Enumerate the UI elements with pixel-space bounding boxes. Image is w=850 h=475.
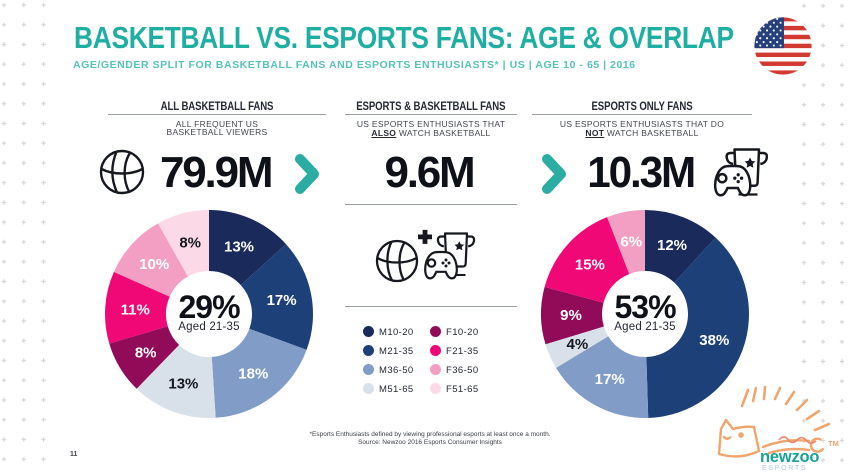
svg-text:12%: 12%: [657, 237, 687, 254]
svg-text:ESPORTS: ESPORTS: [762, 465, 807, 472]
svg-text:13%: 13%: [224, 238, 254, 255]
svg-text:M51-65: M51-65: [379, 384, 414, 395]
svg-text:F36-50: F36-50: [446, 365, 479, 376]
svg-text:11%: 11%: [121, 301, 150, 318]
svg-text:M36-50: M36-50: [379, 365, 414, 376]
svg-text:4%: 4%: [567, 336, 589, 353]
svg-text:6%: 6%: [620, 233, 642, 250]
svg-text:M10-20: M10-20: [379, 327, 414, 338]
svg-text:38%: 38%: [699, 332, 729, 349]
svg-text:17%: 17%: [267, 292, 297, 309]
svg-text:9%: 9%: [560, 307, 582, 324]
svg-text:13%: 13%: [168, 375, 198, 392]
svg-text:17%: 17%: [595, 371, 625, 388]
svg-text:8%: 8%: [135, 344, 157, 361]
svg-text:15%: 15%: [575, 257, 605, 274]
svg-text:F21-35: F21-35: [446, 346, 479, 357]
svg-text:F51-65: F51-65: [446, 384, 479, 395]
svg-text:10%: 10%: [139, 256, 169, 273]
svg-text:F10-20: F10-20: [446, 327, 479, 338]
svg-text:8%: 8%: [179, 234, 201, 251]
svg-text:newzoo: newzoo: [760, 448, 819, 466]
svg-text:TM: TM: [828, 439, 839, 448]
svg-text:M21-35: M21-35: [379, 346, 414, 357]
svg-text:18%: 18%: [238, 365, 268, 382]
